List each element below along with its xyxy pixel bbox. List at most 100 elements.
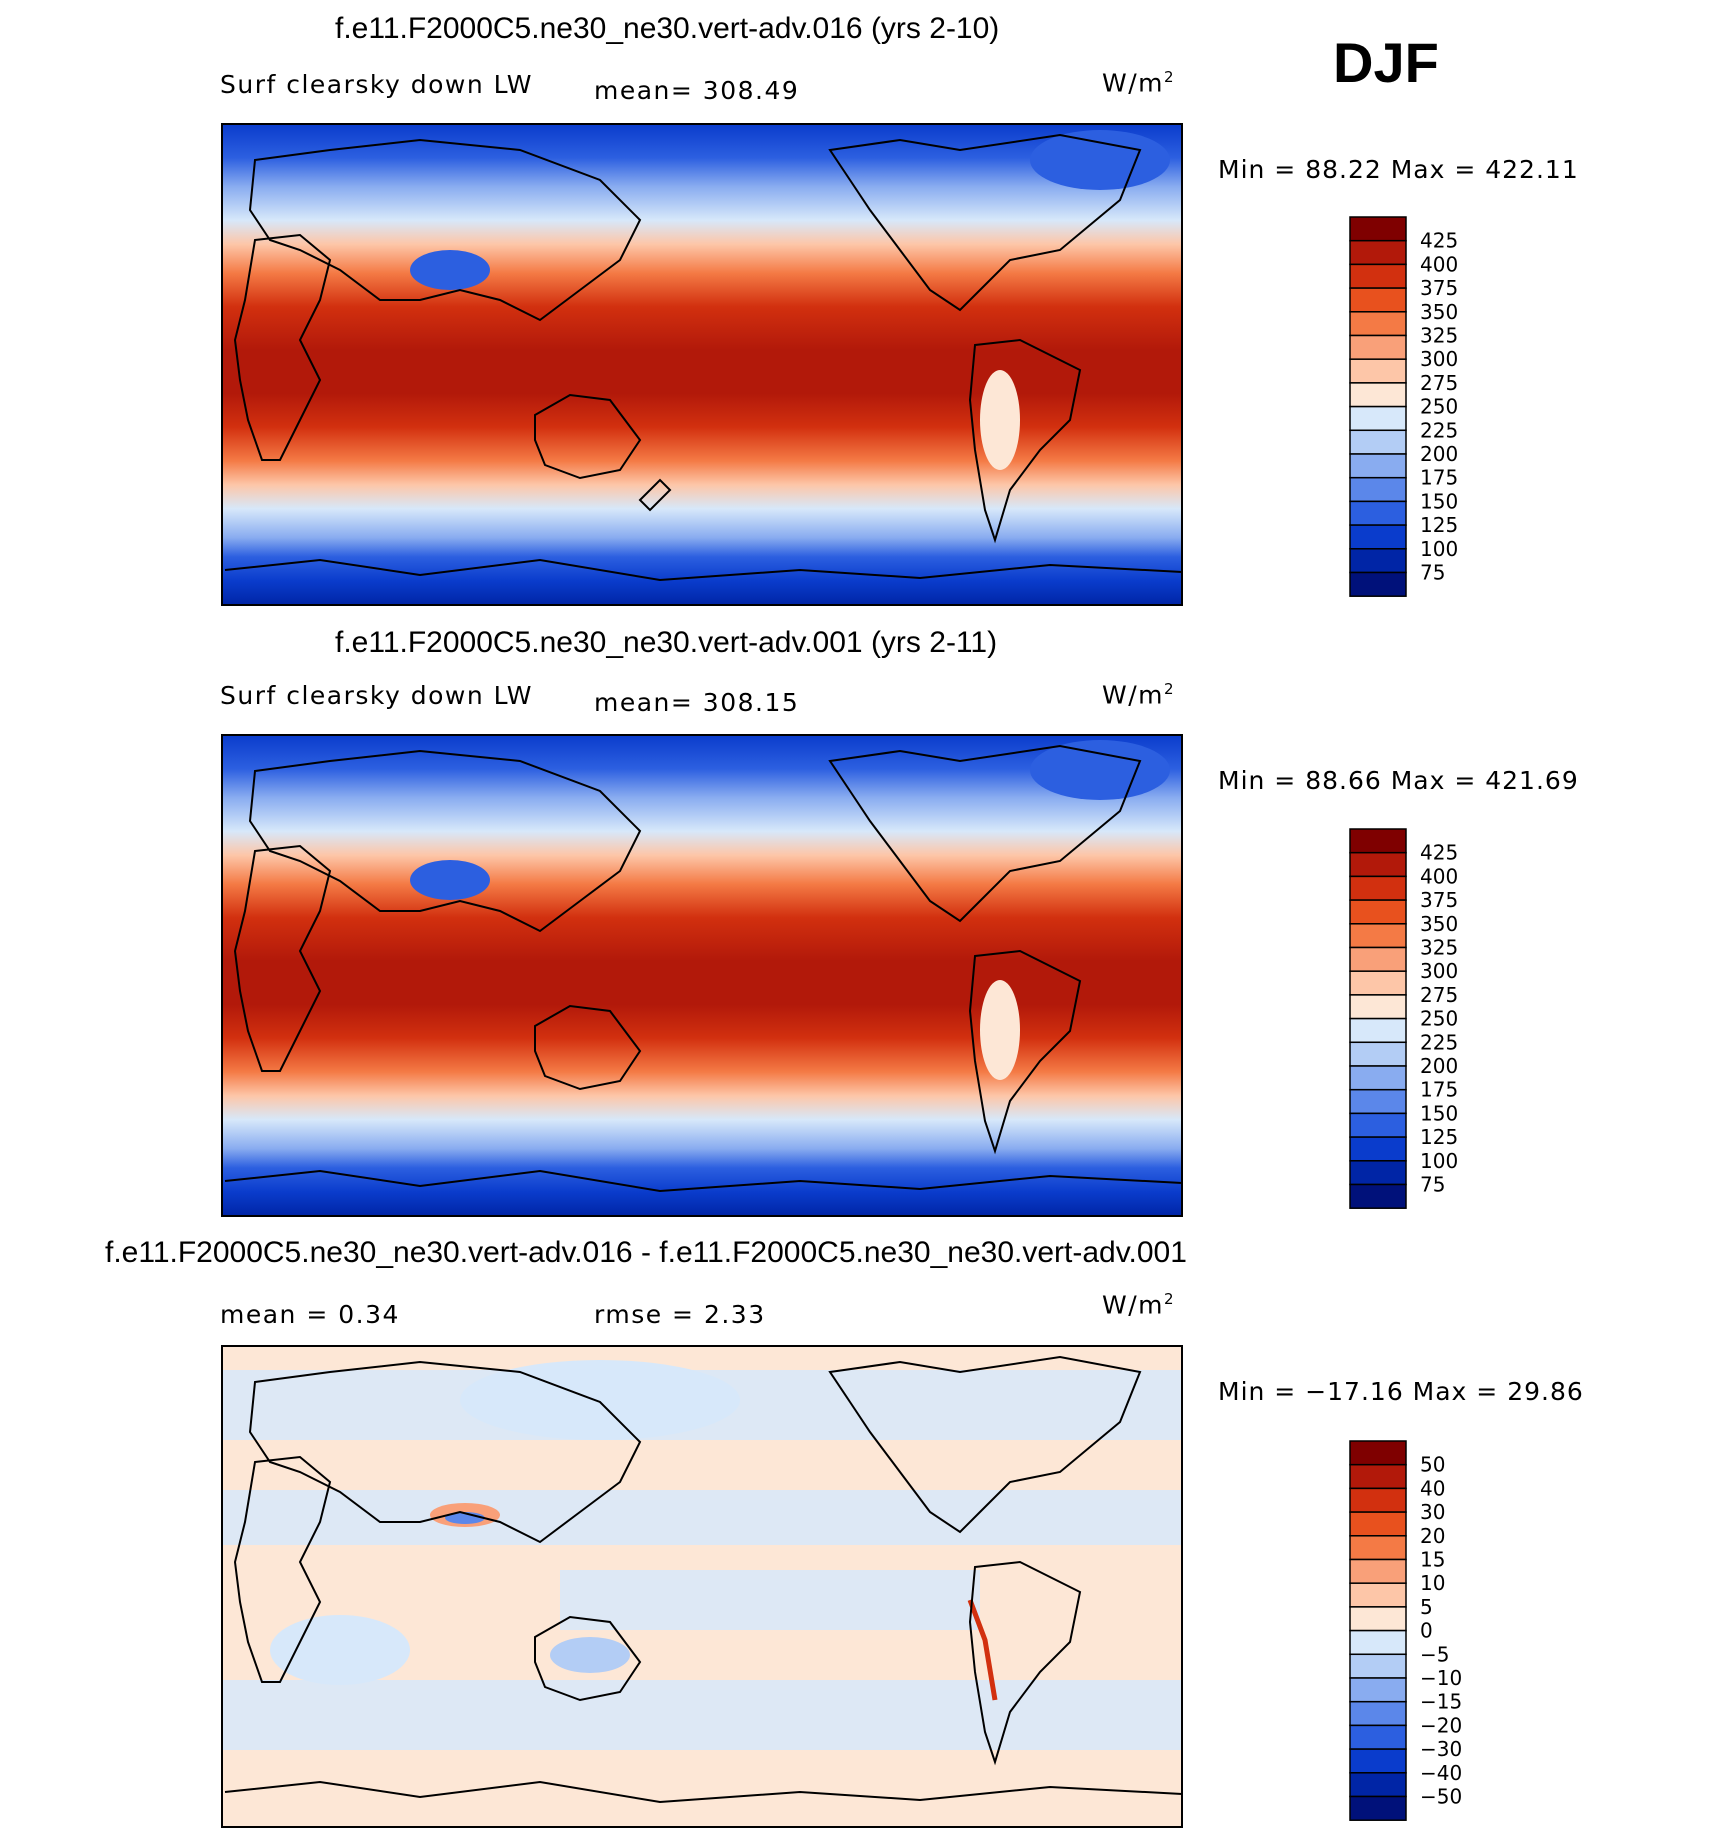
colorbar-tick-label: 375 xyxy=(1420,888,1458,912)
colorbar-swatch xyxy=(1349,828,1407,854)
colorbar-tick-label: 125 xyxy=(1420,513,1458,537)
colorbar-tick-label: 200 xyxy=(1420,1054,1458,1078)
colorbar-swatch xyxy=(1349,923,1407,949)
colorbar-swatch xyxy=(1349,1088,1407,1115)
colorbar-swatch xyxy=(1349,1440,1407,1466)
colorbar-swatch xyxy=(1349,994,1407,1020)
colorbar-swatch xyxy=(1349,429,1407,455)
colorbar-swatch xyxy=(1349,1653,1407,1679)
colorbar-2: 4254003753503253002752502252001751501251… xyxy=(1349,828,1458,1209)
colorbar-swatch xyxy=(1349,311,1407,337)
colorbar-swatch xyxy=(1349,970,1407,996)
colorbar-swatch xyxy=(1349,476,1407,503)
colorbar-tick-label: 75 xyxy=(1420,1173,1445,1197)
panel-2-mean: mean= 308.15 xyxy=(594,688,800,717)
colorbar-tick-label: 200 xyxy=(1420,442,1458,466)
colorbar-swatch xyxy=(1349,1700,1407,1727)
map-panel-2 xyxy=(221,734,1183,1217)
colorbar-swatch xyxy=(1349,1160,1407,1186)
colorbar-swatch xyxy=(1349,524,1407,550)
colorbar-swatch xyxy=(1349,899,1407,925)
colorbar-swatch xyxy=(1349,1724,1407,1750)
colorbar-tick-label: −20 xyxy=(1420,1713,1462,1737)
colorbar-swatch xyxy=(1349,500,1407,526)
colorbar-tick-label: 10 xyxy=(1420,1571,1445,1595)
colorbar-tick-label: 425 xyxy=(1420,841,1458,865)
units-superscript: 2 xyxy=(1164,68,1176,86)
colorbar-tick-label: 30 xyxy=(1420,1500,1445,1524)
colorbar-tick-label: 175 xyxy=(1420,1078,1458,1102)
colorbar-tick-label: 400 xyxy=(1420,864,1458,888)
colorbar-swatch xyxy=(1349,1136,1407,1162)
colorbar-swatch xyxy=(1349,1183,1407,1209)
panel-2-minmax: Min = 88.66 Max = 421.69 xyxy=(1218,766,1579,795)
colorbar-swatch xyxy=(1349,1772,1407,1798)
colorbar-tick-label: 300 xyxy=(1420,959,1458,983)
colorbar-tick-label: 40 xyxy=(1420,1476,1445,1500)
colorbar-swatch xyxy=(1349,1535,1407,1561)
colorbar-swatch xyxy=(1349,946,1407,972)
colorbar-swatch xyxy=(1349,453,1407,479)
colorbar-swatch xyxy=(1349,1463,1407,1490)
colorbars: 4254003753503253002752502252001751501251… xyxy=(1349,216,1462,1821)
colorbar-swatch xyxy=(1349,1041,1407,1067)
colorbar-tick-label: 275 xyxy=(1420,983,1458,1007)
colorbar-tick-label: 350 xyxy=(1420,912,1458,936)
colorbar-swatch xyxy=(1349,1606,1407,1632)
colorbar-tick-label: 325 xyxy=(1420,324,1458,348)
panel-2-title: f.e11.F2000C5.ne30_ne30.vert-adv.001 (yr… xyxy=(335,626,998,659)
units-text: W/m xyxy=(1102,1290,1164,1320)
colorbar-tick-label: 250 xyxy=(1420,395,1458,419)
colorbar-tick-label: 250 xyxy=(1420,1007,1458,1031)
colorbar-swatch xyxy=(1349,1112,1407,1138)
colorbar-swatch xyxy=(1349,1017,1407,1044)
colorbar-swatch xyxy=(1349,239,1407,266)
colorbar-tick-label: 20 xyxy=(1420,1524,1445,1548)
colorbar-swatch xyxy=(1349,1558,1407,1584)
colorbar-tick-label: 350 xyxy=(1420,300,1458,324)
colorbar-tick-label: 15 xyxy=(1420,1548,1445,1572)
panel-3-minmax: Min = −17.16 Max = 29.86 xyxy=(1218,1377,1584,1406)
panel-1-units: W/m2 xyxy=(1102,68,1175,97)
colorbar-swatch xyxy=(1349,287,1407,313)
units-text: W/m xyxy=(1102,68,1164,98)
colorbar-swatch xyxy=(1349,875,1407,901)
colorbar-tick-label: −10 xyxy=(1420,1666,1462,1690)
panel-2-variable: Surf clearsky down LW xyxy=(220,681,534,710)
map-panel-3 xyxy=(221,1345,1183,1828)
colorbar-swatch xyxy=(1349,382,1407,408)
season-label: DJF xyxy=(1333,31,1439,94)
colorbar-tick-label: 150 xyxy=(1420,489,1458,513)
colorbar-tick-label: −15 xyxy=(1420,1690,1462,1714)
colorbar-tick-label: 0 xyxy=(1420,1619,1433,1643)
colorbar-tick-label: −30 xyxy=(1420,1737,1462,1761)
units-superscript: 2 xyxy=(1164,680,1176,698)
panel-1-mean: mean= 308.49 xyxy=(594,76,800,105)
colorbar-swatch xyxy=(1349,263,1407,289)
colorbar-tick-label: 100 xyxy=(1420,1149,1458,1173)
colorbar-swatch xyxy=(1349,571,1407,597)
colorbar-1: 4254003753503253002752502252001751501251… xyxy=(1349,216,1458,597)
colorbar-tick-label: 400 xyxy=(1420,252,1458,276)
colorbar-tick-label: 275 xyxy=(1420,371,1458,395)
colorbar-swatch xyxy=(1349,1748,1407,1774)
colorbar-swatch xyxy=(1349,548,1407,574)
panel-3-units: W/m2 xyxy=(1102,1290,1175,1319)
colorbar-tick-label: −40 xyxy=(1420,1761,1462,1785)
panel-3-title: f.e11.F2000C5.ne30_ne30.vert-adv.016 - f… xyxy=(105,1236,1187,1269)
colorbar-tick-label: 75 xyxy=(1420,561,1445,585)
colorbar-tick-label: 175 xyxy=(1420,466,1458,490)
colorbar-tick-label: 225 xyxy=(1420,1030,1458,1054)
colorbar-swatch xyxy=(1349,358,1407,384)
panel-2-units: W/m2 xyxy=(1102,680,1175,709)
colorbar-swatch xyxy=(1349,216,1407,242)
map-panel-1 xyxy=(221,123,1183,606)
panel-3-rmse: rmse = 2.33 xyxy=(594,1300,766,1329)
colorbar-tick-label: 225 xyxy=(1420,418,1458,442)
colorbar-swatch xyxy=(1349,1065,1407,1091)
colorbar-tick-label: 425 xyxy=(1420,229,1458,253)
colorbar-tick-label: 300 xyxy=(1420,347,1458,371)
panel-3-mean: mean = 0.34 xyxy=(220,1300,400,1329)
colorbar-tick-label: 50 xyxy=(1420,1453,1445,1477)
